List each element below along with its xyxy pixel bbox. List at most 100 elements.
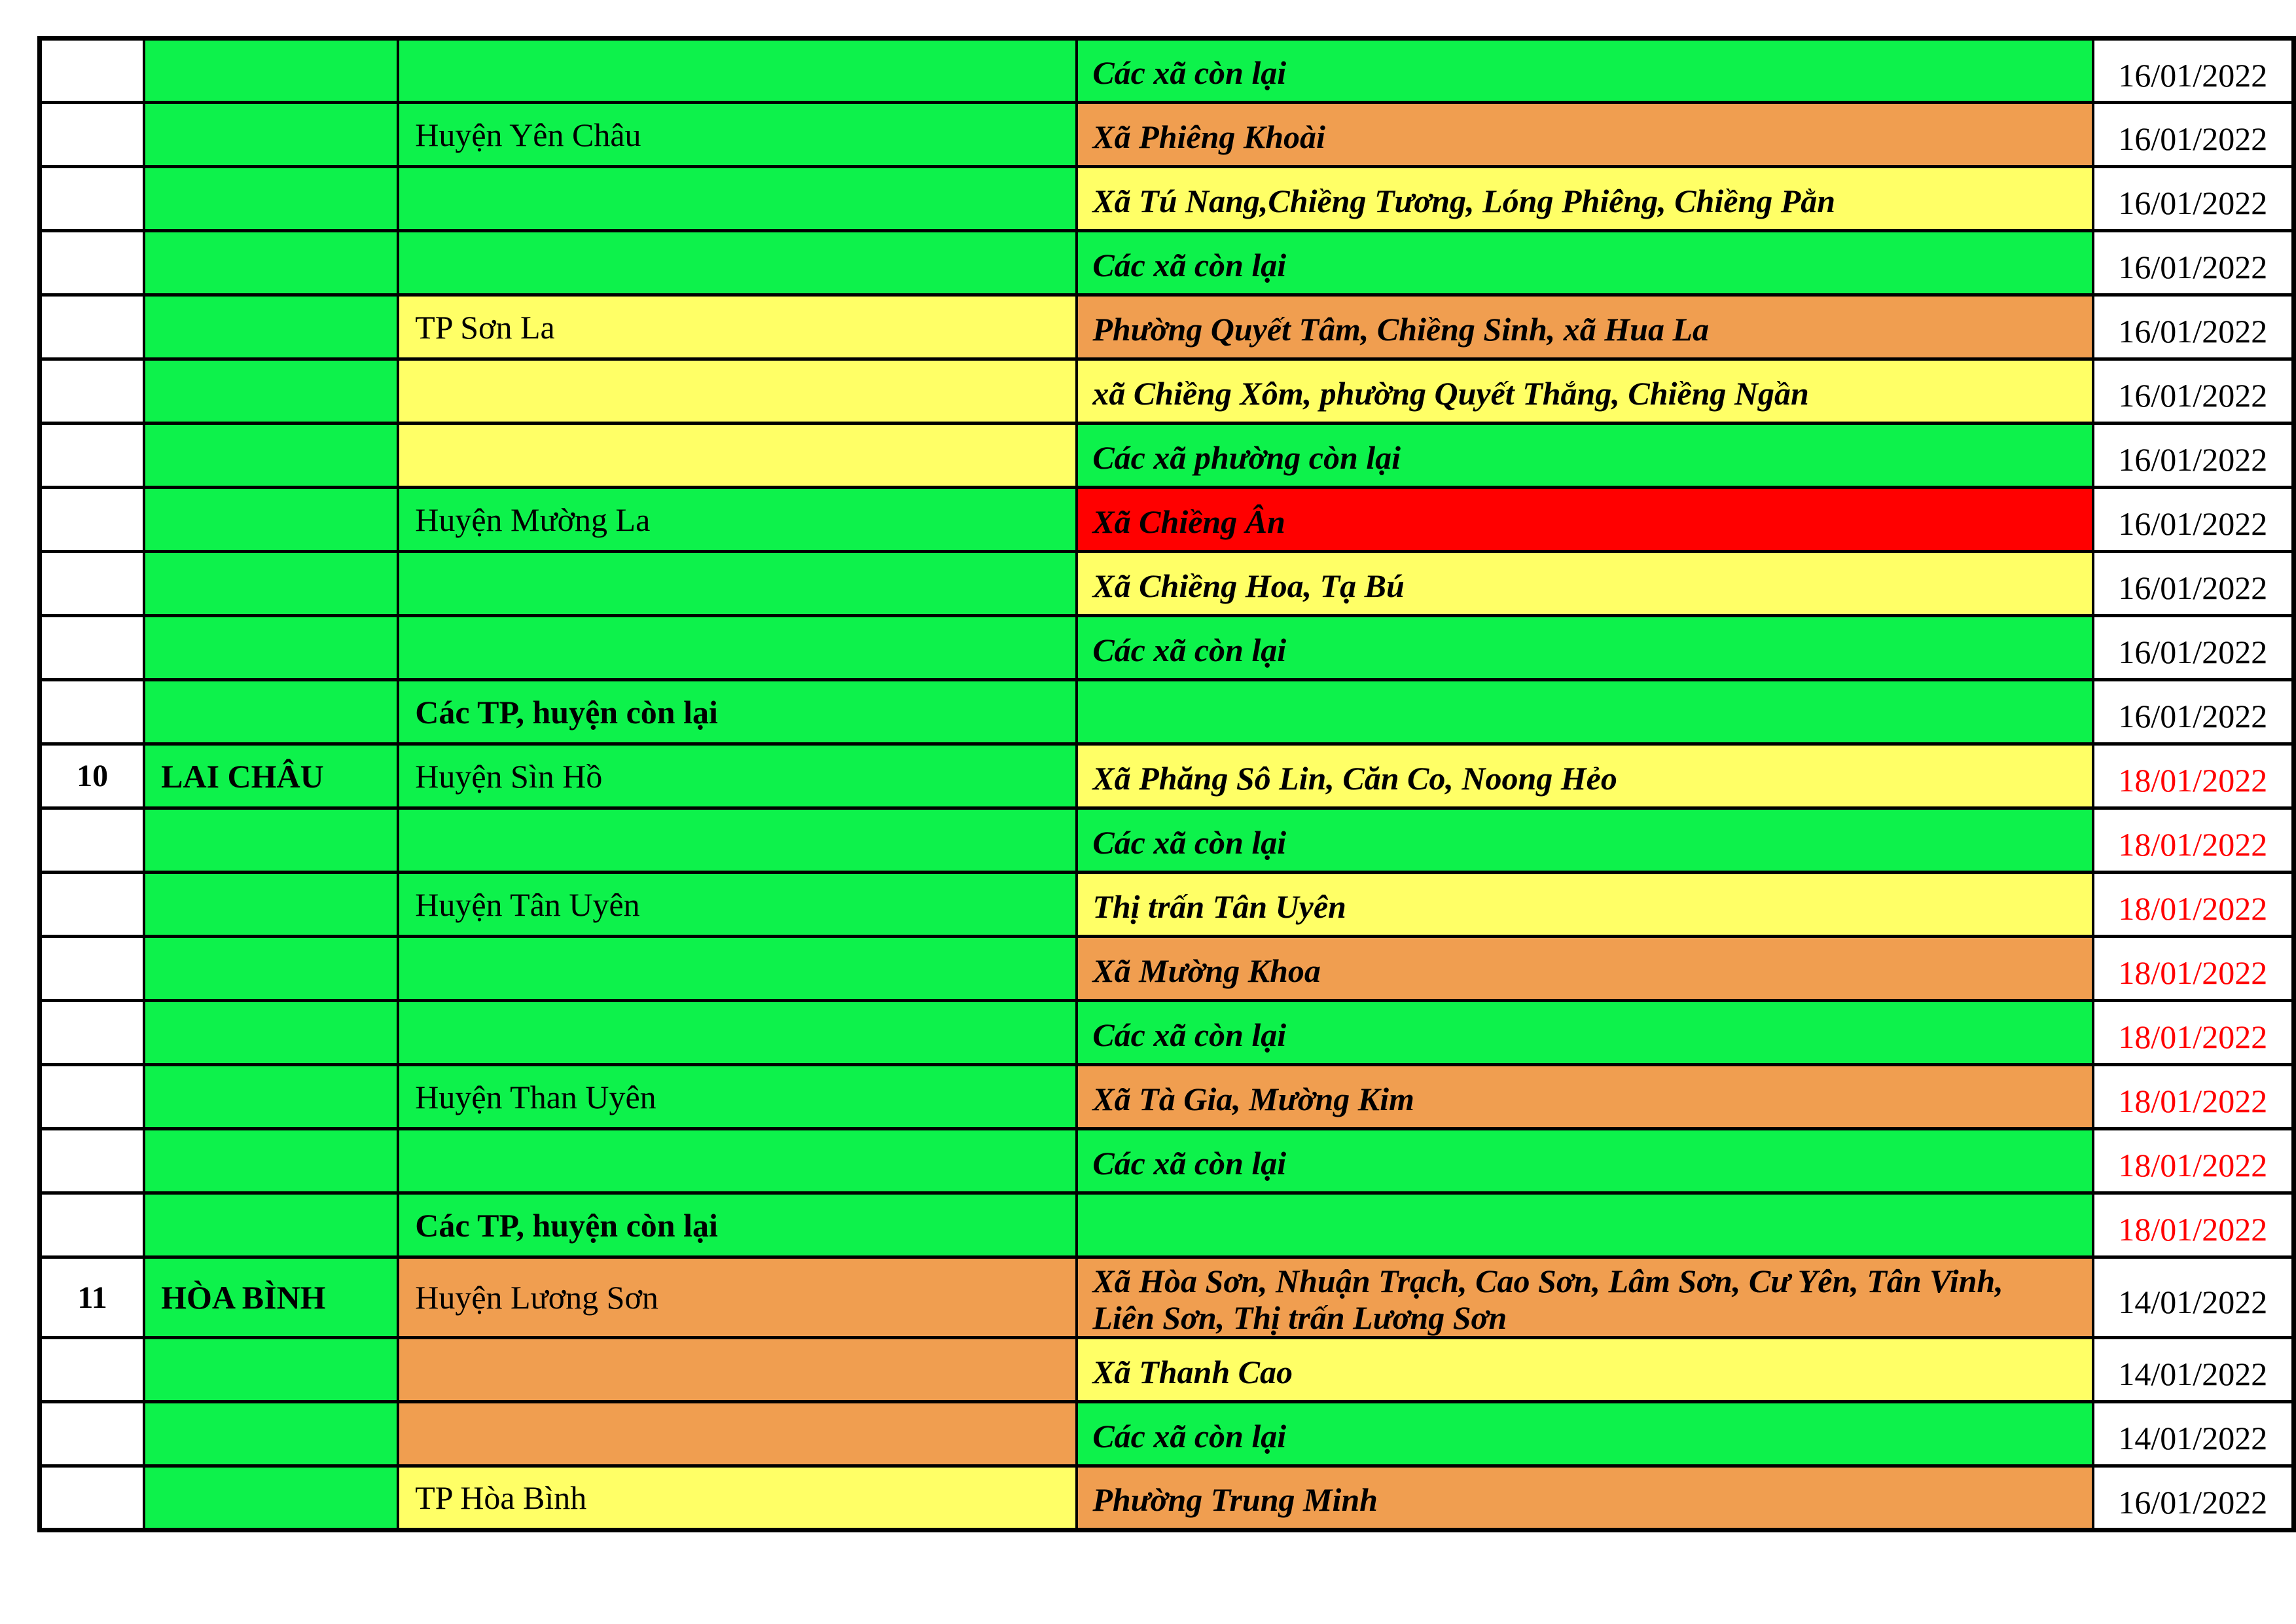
cell-commune: Các xã còn lại bbox=[1075, 1400, 2094, 1468]
cell-no: 11 bbox=[38, 1255, 146, 1339]
cell-commune: Xã Mường Khoa bbox=[1075, 935, 2094, 1002]
cell-district: Huyện Sìn Hồ bbox=[397, 742, 1079, 810]
cell-commune: Các xã còn lại bbox=[1075, 1127, 2094, 1195]
cell-province: HÒA BÌNH bbox=[143, 1255, 400, 1339]
cell-district bbox=[397, 1400, 1079, 1468]
cell-no bbox=[38, 1127, 146, 1195]
cell-commune bbox=[1075, 1191, 2094, 1259]
cell-commune: Phường Quyết Tâm, Chiềng Sinh, xã Hua La bbox=[1075, 293, 2094, 361]
cell-commune: Xã Hòa Sơn, Nhuận Trạch, Cao Sơn, Lâm Sơ… bbox=[1075, 1255, 2094, 1339]
table-row: Các xã còn lại 16/01/2022 bbox=[38, 229, 2295, 297]
cell-no bbox=[38, 486, 146, 553]
cell-date: 16/01/2022 bbox=[2091, 614, 2295, 681]
cell-date: 16/01/2022 bbox=[2091, 101, 2295, 168]
table-row: Các xã còn lại 14/01/2022 bbox=[38, 1400, 2295, 1468]
cell-province bbox=[143, 1191, 400, 1259]
cell-no bbox=[38, 1063, 146, 1130]
cell-district bbox=[397, 550, 1079, 617]
cell-commune: Xã Chiềng Hoa, Tạ Bú bbox=[1075, 550, 2094, 617]
cell-province bbox=[143, 101, 400, 168]
cell-no bbox=[38, 37, 146, 104]
cell-district bbox=[397, 422, 1079, 489]
cell-commune: Xã Chiềng Ân bbox=[1075, 486, 2094, 553]
cell-no bbox=[38, 357, 146, 425]
cell-commune: Các xã còn lại bbox=[1075, 37, 2094, 104]
cell-no bbox=[38, 293, 146, 361]
table-row: 10 LAI CHÂU Huyện Sìn Hồ Xã Phăng Sô Lin, C… bbox=[38, 742, 2295, 810]
cell-province bbox=[143, 999, 400, 1066]
cell-no bbox=[38, 678, 146, 746]
cell-date: 18/01/2022 bbox=[2091, 935, 2295, 1002]
cell-no bbox=[38, 806, 146, 874]
table-row: TP Sơn La Phường Quyết Tâm, Chiềng Sinh, … bbox=[38, 293, 2295, 361]
cell-district bbox=[397, 37, 1079, 104]
cell-date: 18/01/2022 bbox=[2091, 1191, 2295, 1259]
cell-no bbox=[38, 165, 146, 232]
cell-commune: Các xã còn lại bbox=[1075, 806, 2094, 874]
cell-province bbox=[143, 806, 400, 874]
cell-province bbox=[143, 293, 400, 361]
cell-date: 18/01/2022 bbox=[2091, 871, 2295, 938]
cell-no bbox=[38, 1400, 146, 1468]
cell-district bbox=[397, 935, 1079, 1002]
cell-no bbox=[38, 550, 146, 617]
table-row: Các xã còn lại 18/01/2022 bbox=[38, 806, 2295, 874]
table-row: Xã Mường Khoa 18/01/2022 bbox=[38, 935, 2295, 1002]
cell-district bbox=[397, 1127, 1079, 1195]
cell-date: 18/01/2022 bbox=[2091, 742, 2295, 810]
table-row: Huyện Tân Uyên Thị trấn Tân Uyên 18/01/202… bbox=[38, 871, 2295, 938]
cell-no bbox=[38, 999, 146, 1066]
cell-date: 18/01/2022 bbox=[2091, 806, 2295, 874]
cell-commune: Xã Phăng Sô Lin, Căn Co, Noong Hẻo bbox=[1075, 742, 2094, 810]
cell-province bbox=[143, 1464, 400, 1532]
cell-district bbox=[397, 614, 1079, 681]
cell-province bbox=[143, 1336, 400, 1403]
cell-province bbox=[143, 1400, 400, 1468]
cell-commune: Thị trấn Tân Uyên bbox=[1075, 871, 2094, 938]
cell-date: 18/01/2022 bbox=[2091, 999, 2295, 1066]
cell-province bbox=[143, 486, 400, 553]
cell-district bbox=[397, 999, 1079, 1066]
cell-commune: Các xã phường còn lại bbox=[1075, 422, 2094, 489]
cell-province bbox=[143, 422, 400, 489]
cell-date: 16/01/2022 bbox=[2091, 37, 2295, 104]
cell-district bbox=[397, 806, 1079, 874]
cell-district: Các TP, huyện còn lại bbox=[397, 1191, 1079, 1259]
cell-commune: Phường Trung Minh bbox=[1075, 1464, 2094, 1532]
table-row: Huyện Yên Châu Xã Phiêng Khoài 16/01/2022 bbox=[38, 101, 2295, 168]
table-row: Các TP, huyện còn lại 16/01/2022 bbox=[38, 678, 2295, 746]
cell-no bbox=[38, 422, 146, 489]
risk-table-body: Các xã còn lại 16/01/2022 Huyện Yên Châu Xã… bbox=[38, 37, 2295, 1532]
cell-province bbox=[143, 1063, 400, 1130]
covid-risk-level-table: Các xã còn lại 16/01/2022 Huyện Yên Châu Xã… bbox=[37, 36, 2296, 1532]
cell-commune bbox=[1075, 678, 2094, 746]
cell-no bbox=[38, 935, 146, 1002]
cell-date: 16/01/2022 bbox=[2091, 1464, 2295, 1532]
cell-commune: Các xã còn lại bbox=[1075, 999, 2094, 1066]
table-row: Xã Thanh Cao 14/01/2022 bbox=[38, 1336, 2295, 1403]
cell-district: Huyện Lương Sơn bbox=[397, 1255, 1079, 1339]
cell-district bbox=[397, 357, 1079, 425]
table-row: Các xã còn lại 16/01/2022 bbox=[38, 37, 2295, 104]
cell-no bbox=[38, 1191, 146, 1259]
table-row: Các xã còn lại 18/01/2022 bbox=[38, 1127, 2295, 1195]
cell-district: TP Sơn La bbox=[397, 293, 1079, 361]
cell-district: Các TP, huyện còn lại bbox=[397, 678, 1079, 746]
cell-province bbox=[143, 1127, 400, 1195]
table-row: Các xã còn lại 18/01/2022 bbox=[38, 999, 2295, 1066]
cell-no bbox=[38, 1336, 146, 1403]
cell-district: TP Hòa Bình bbox=[397, 1464, 1079, 1532]
table-row: 11 HÒA BÌNH Huyện Lương Sơn Xã Hòa Sơn, Nhu… bbox=[38, 1255, 2295, 1339]
cell-province bbox=[143, 357, 400, 425]
table-row: Huyện Mường La Xã Chiềng Ân 16/01/2022 bbox=[38, 486, 2295, 553]
cell-district: Huyện Than Uyên bbox=[397, 1063, 1079, 1130]
cell-province bbox=[143, 229, 400, 297]
cell-commune: Các xã còn lại bbox=[1075, 229, 2094, 297]
cell-province bbox=[143, 614, 400, 681]
cell-no bbox=[38, 101, 146, 168]
table-row: Các xã còn lại 16/01/2022 bbox=[38, 614, 2295, 681]
cell-no: 10 bbox=[38, 742, 146, 810]
cell-province bbox=[143, 37, 400, 104]
table-row: Các TP, huyện còn lại 18/01/2022 bbox=[38, 1191, 2295, 1259]
